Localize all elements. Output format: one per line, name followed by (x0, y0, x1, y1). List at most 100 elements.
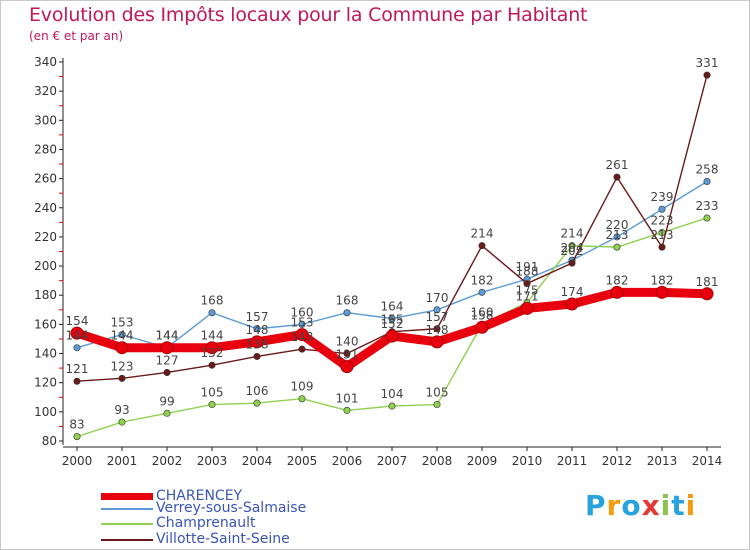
x-tick-label: 2005 (287, 454, 318, 468)
data-point-verrey-sous-salmaise (208, 309, 216, 317)
legend-label-villotte-saint-seine: Villotte-Saint-Seine (156, 531, 290, 547)
data-point-villotte-saint-seine (343, 350, 351, 358)
data-label-champrenault: 101 (336, 391, 359, 405)
legend-swatch-verrey-sous-salmaise (101, 508, 153, 510)
legend-label-verrey-sous-salmaise: Verrey-sous-Salmaise (156, 500, 307, 516)
data-label-charencey: 144 (111, 329, 134, 343)
data-point-verrey-sous-salmaise (73, 344, 81, 352)
data-label-villotte-saint-seine: 213 (651, 228, 674, 242)
data-point-verrey-sous-salmaise (703, 178, 711, 186)
data-point-charencey (610, 285, 624, 299)
data-label-charencey: 152 (381, 317, 404, 331)
y-tick-label: 100 (34, 405, 57, 419)
data-label-villotte-saint-seine: 127 (156, 353, 179, 367)
data-label-villotte-saint-seine: 157 (426, 310, 449, 324)
data-label-charencey: 154 (66, 314, 89, 328)
data-label-charencey: 174 (561, 285, 584, 299)
x-tick-label: 2007 (377, 454, 408, 468)
y-tick-label: 160 (34, 317, 57, 331)
data-label-champrenault: 214 (561, 227, 584, 241)
data-point-verrey-sous-salmaise (388, 315, 396, 323)
data-label-charencey: 171 (516, 289, 539, 303)
data-label-villotte-saint-seine: 261 (606, 158, 629, 172)
data-point-verrey-sous-salmaise (433, 306, 441, 314)
y-tick-label: 240 (34, 201, 57, 215)
logo-letter: o (621, 489, 642, 522)
data-label-charencey: 148 (246, 323, 269, 337)
data-label-verrey-sous-salmaise: 220 (606, 218, 629, 232)
chart-title: Evolution des Impôts locaux pour la Comm… (29, 4, 588, 26)
data-label-verrey-sous-salmaise: 160 (291, 305, 314, 319)
x-tick-label: 2006 (332, 454, 363, 468)
data-point-villotte-saint-seine (163, 368, 171, 376)
data-label-villotte-saint-seine: 121 (66, 362, 89, 376)
data-label-champrenault: 160 (471, 305, 494, 319)
data-label-verrey-sous-salmaise: 239 (651, 190, 674, 204)
data-label-villotte-saint-seine: 140 (336, 335, 359, 349)
logo-letter: x (641, 489, 661, 522)
data-point-champrenault (703, 214, 711, 222)
data-point-villotte-saint-seine (73, 377, 81, 385)
data-label-verrey-sous-salmaise: 204 (561, 241, 584, 255)
data-label-verrey-sous-salmaise: 182 (471, 273, 494, 287)
data-point-villotte-saint-seine (118, 374, 126, 382)
y-tick-label: 120 (34, 376, 57, 390)
y-tick-label: 140 (34, 347, 57, 361)
x-tick-label: 2008 (422, 454, 453, 468)
x-tick-label: 2004 (242, 454, 273, 468)
data-label-verrey-sous-salmaise: 144 (156, 329, 179, 343)
data-label-champrenault: 105 (426, 386, 449, 400)
data-point-champrenault (118, 418, 126, 426)
data-label-charencey: 144 (156, 329, 179, 343)
data-point-villotte-saint-seine (253, 352, 261, 360)
x-tick-label: 2012 (602, 454, 633, 468)
y-tick-label: 220 (34, 230, 57, 244)
y-tick-label: 300 (34, 113, 57, 127)
data-label-verrey-sous-salmaise: 164 (381, 300, 404, 314)
x-tick-label: 2010 (512, 454, 543, 468)
legend-label-champrenault: Champrenault (156, 515, 256, 531)
data-point-charencey (700, 287, 714, 301)
data-point-verrey-sous-salmaise (613, 233, 621, 241)
data-point-charencey (70, 326, 84, 340)
data-point-champrenault (343, 406, 351, 414)
data-point-champrenault (253, 399, 261, 407)
data-point-villotte-saint-seine (433, 325, 441, 333)
data-label-champrenault: 233 (696, 199, 719, 213)
y-tick-label: 200 (34, 259, 57, 273)
data-point-charencey (250, 335, 264, 349)
x-tick-label: 2014 (692, 454, 723, 468)
x-tick-label: 2011 (557, 454, 588, 468)
data-point-charencey (385, 329, 399, 343)
data-label-villotte-saint-seine: 155 (381, 313, 404, 327)
logo-letter: t (671, 489, 686, 522)
y-tick-label: 280 (34, 142, 57, 156)
y-tick-label: 80 (42, 434, 57, 448)
data-point-charencey (115, 341, 129, 355)
data-point-champrenault (298, 395, 306, 403)
data-label-charencey: 182 (606, 273, 629, 287)
x-tick-label: 2000 (62, 454, 93, 468)
x-tick-label: 2001 (107, 454, 138, 468)
data-label-champrenault: 99 (159, 394, 174, 408)
data-label-champrenault: 93 (114, 403, 129, 417)
data-point-villotte-saint-seine (298, 345, 306, 353)
data-point-champrenault (208, 401, 216, 409)
data-label-champrenault: 104 (381, 387, 404, 401)
data-point-champrenault (73, 433, 81, 441)
data-point-villotte-saint-seine (703, 71, 711, 79)
data-label-verrey-sous-salmaise: 168 (336, 294, 359, 308)
data-label-villotte-saint-seine: 132 (201, 346, 224, 360)
data-label-champrenault: 213 (606, 228, 629, 242)
data-point-villotte-saint-seine (568, 259, 576, 267)
y-tick-label: 340 (34, 55, 57, 69)
data-label-villotte-saint-seine: 123 (111, 359, 134, 373)
data-label-villotte-saint-seine: 138 (246, 337, 269, 351)
data-label-charencey: 148 (426, 323, 449, 337)
x-tick-label: 2002 (152, 454, 183, 468)
proxiti-logo: Proxiti (585, 489, 696, 522)
data-label-charencey: 182 (651, 273, 674, 287)
data-point-villotte-saint-seine (208, 361, 216, 369)
data-label-verrey-sous-salmaise: 153 (111, 316, 134, 330)
data-point-charencey (205, 341, 219, 355)
